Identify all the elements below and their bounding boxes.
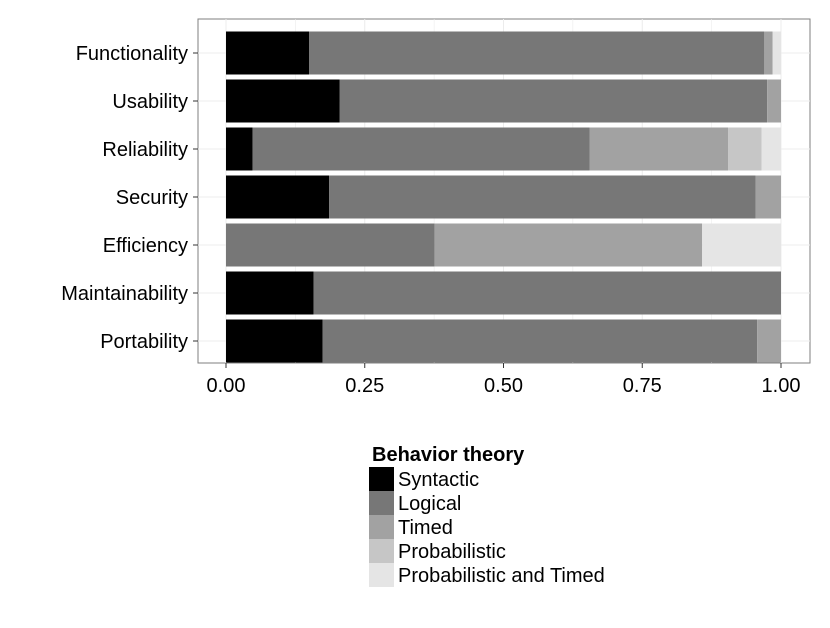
bar-reliability-probabilistic: [728, 127, 762, 171]
bar-maintainability-syntactic: [226, 271, 314, 315]
bar-functionality-logical: [309, 31, 765, 75]
x-tick-label: 0.75: [623, 375, 662, 397]
y-tick-label: Efficiency: [103, 235, 188, 257]
legend-key-logical: [369, 491, 394, 515]
bar-reliability-syntactic: [226, 127, 253, 171]
x-tick-label: 0.00: [207, 375, 246, 397]
bar-maintainability-logical: [313, 271, 781, 315]
y-tick-label: Maintainability: [61, 283, 188, 305]
bar-portability-logical: [322, 319, 758, 363]
legend-title: Behavior theory: [372, 444, 525, 466]
legend-key-probabilistic-and-timed: [369, 563, 394, 587]
bar-reliability-timed: [589, 127, 729, 171]
y-tick-label: Portability: [100, 331, 188, 353]
x-tick-label: 0.50: [484, 375, 523, 397]
legend-label: Probabilistic: [398, 541, 506, 563]
bar-reliability-probabilistic-and-timed: [761, 127, 781, 171]
bar-usability-syntactic: [226, 79, 340, 123]
axes-layer: Functionality Usability Reliability Securit…: [61, 43, 800, 397]
x-tick-label: 1.00: [762, 375, 801, 397]
bar-efficiency-probabilistic-and-timed: [702, 223, 781, 267]
bar-usability-logical: [339, 79, 768, 123]
bars-layer: [226, 31, 781, 363]
y-tick-label: Functionality: [76, 43, 188, 65]
legend-label: Logical: [398, 493, 461, 515]
bar-reliability-logical: [252, 127, 590, 171]
legend: Behavior theorySyntacticLogicalTimedProb…: [369, 444, 605, 587]
bar-usability-timed: [767, 79, 781, 123]
legend-key-probabilistic: [369, 539, 394, 563]
bar-security-syntactic: [226, 175, 330, 219]
legend-label: Syntactic: [398, 469, 479, 491]
y-tick-label: Usability: [112, 91, 188, 113]
bar-efficiency-timed: [434, 223, 703, 267]
bar-security-logical: [329, 175, 756, 219]
legend-label: Timed: [398, 517, 453, 539]
bar-functionality-probabilistic-and-timed: [772, 31, 781, 75]
legend-key-timed: [369, 515, 394, 539]
bar-functionality-syntactic: [226, 31, 310, 75]
x-tick-label: 0.25: [345, 375, 384, 397]
y-tick-label: Reliability: [102, 139, 188, 161]
bar-portability-syntactic: [226, 319, 323, 363]
legend-label: Probabilistic and Timed: [398, 565, 605, 587]
bar-efficiency-logical: [226, 223, 435, 267]
y-tick-label: Security: [116, 187, 188, 209]
bar-security-timed: [755, 175, 781, 219]
bar-functionality-timed: [764, 31, 773, 75]
bar-portability-timed: [757, 319, 781, 363]
legend-key-syntactic: [369, 467, 394, 491]
